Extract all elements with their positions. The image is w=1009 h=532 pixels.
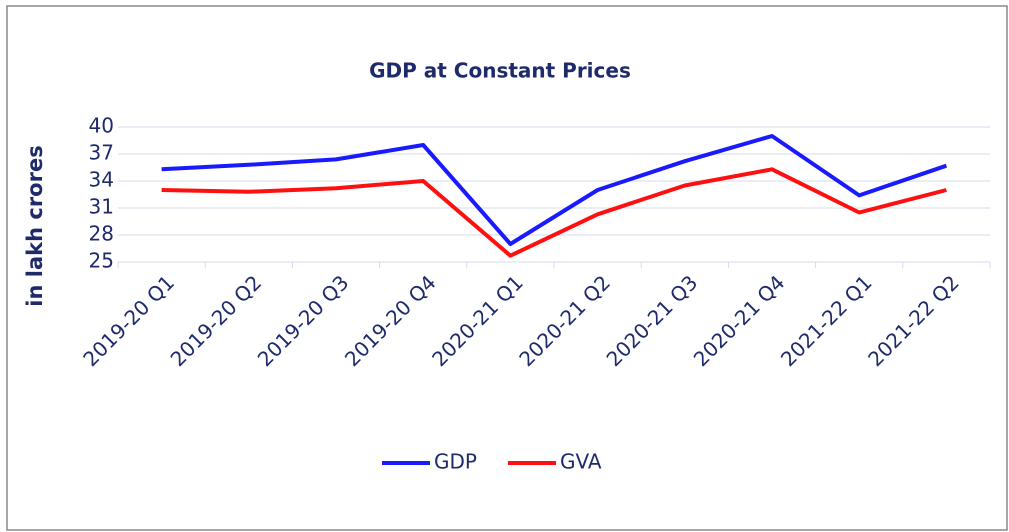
line-series [161, 134, 948, 246]
y-tick-label: 34 [89, 168, 114, 192]
y-tick-label: 25 [89, 249, 114, 273]
chart-title: GDP at Constant Prices [369, 59, 631, 83]
y-tick-label: 40 [89, 114, 114, 138]
chart-frame [6, 5, 1008, 531]
y-tick-label: 28 [89, 222, 114, 246]
legend-label: GDP [434, 450, 477, 474]
line-series [161, 167, 947, 258]
legend-label: GVA [560, 450, 602, 474]
y-tick-label: 37 [89, 141, 114, 165]
y-axis-label: in lakh crores [23, 145, 47, 306]
y-tick-label: 31 [89, 195, 114, 219]
